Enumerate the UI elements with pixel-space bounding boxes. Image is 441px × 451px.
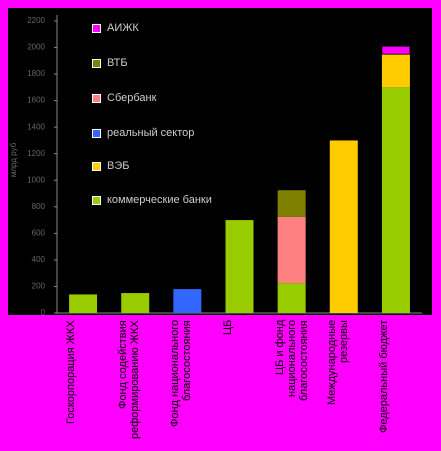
bar-segment [277,216,306,284]
legend-item: коммерческие банки [92,194,232,206]
legend-item: реальный сектор [92,127,232,139]
bar-segment [381,87,410,313]
legend-swatch [92,196,101,205]
legend-item: ВТБ [92,57,232,69]
bar-segment [121,293,150,313]
y-tick-label: 1600 [27,96,45,105]
bar-segment [381,54,410,88]
y-axis-label: млрд руб [9,142,18,177]
y-tick-label: 1800 [27,69,45,78]
legend-swatch [92,59,101,68]
bar-segment [173,289,202,313]
y-tick-label: 600 [32,228,46,237]
x-tick-label: Федеральный бюджет [377,320,390,434]
bar-segment [277,190,306,217]
bar-segment [277,283,306,313]
bar-segment [381,45,411,55]
y-tick-label: 2000 [27,43,45,52]
legend-label: ВТБ [107,57,128,69]
x-tick-label: ЦБ [221,320,234,336]
legend-label: Сбербанк [107,92,157,104]
legend-item: АИЖК [92,22,232,34]
x-tick-label: Фонд содействия реформированию ЖКХ [117,320,142,439]
y-tick-label: 800 [32,202,46,211]
y-tick-label: 2200 [27,16,45,25]
legend-item: Сбербанк [92,92,232,104]
y-tick-label: 400 [32,255,46,264]
x-tick-label: ЦБ и фонд национального благосостояния [273,320,310,401]
legend-swatch [92,129,101,138]
y-tick-label: 200 [32,282,46,291]
legend-item: ВЭБ [92,160,232,172]
x-tick-label: Фонд национального благосостояния [169,320,194,428]
y-tick-label: 1400 [27,122,45,131]
plot-background [8,8,432,315]
legend-label: АИЖК [107,22,139,34]
y-tick-label: 1200 [27,149,45,158]
bar-segment [225,220,254,313]
bar-segment [69,294,98,313]
legend-label: реальный сектор [107,127,195,139]
legend-label: коммерческие банки [107,194,212,206]
legend-swatch [92,162,101,171]
legend-swatch [92,24,101,33]
legend-swatch [92,94,101,103]
legend-label: ВЭБ [107,160,130,172]
y-tick-label: 1000 [27,175,45,184]
bar-segment [329,140,358,313]
y-tick-label: 0 [41,308,46,317]
x-tick-label: Международные резервы [325,320,350,406]
x-tick-label: Госкорпорация ЖКХ [65,320,78,424]
